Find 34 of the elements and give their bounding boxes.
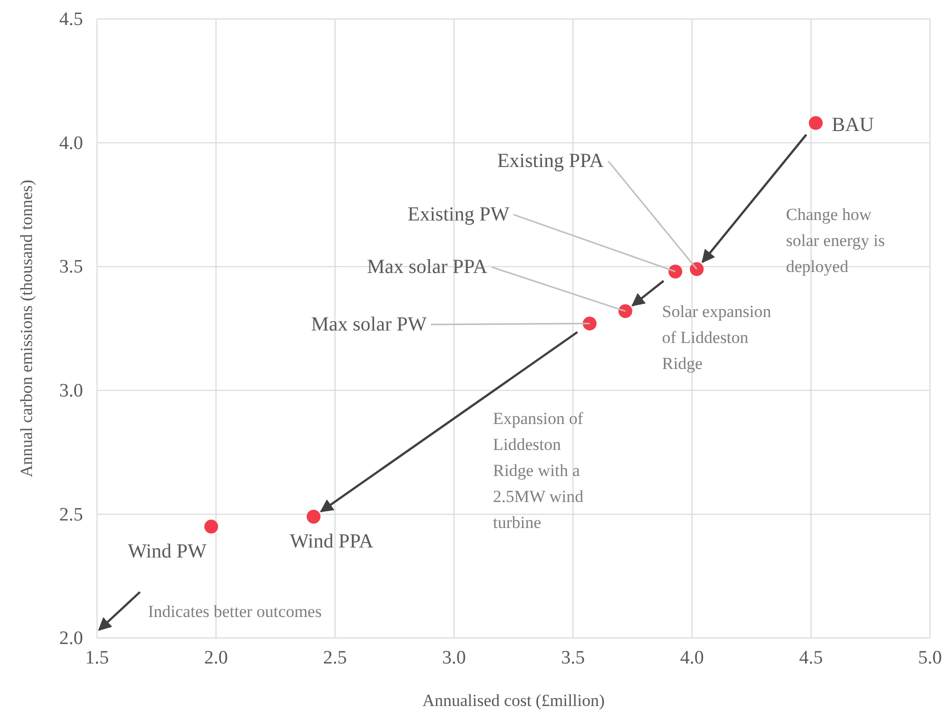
point <box>808 116 823 130</box>
annotation: Max solar PW <box>311 314 427 336</box>
y-tick-label: 4.0 <box>59 132 83 154</box>
annotation: Expansion of Liddeston Ridge with a 2.5MW wind turbine <box>493 409 584 532</box>
x-tick-label: 1.5 <box>85 647 109 668</box>
y-tick-label: 3.5 <box>59 256 83 278</box>
y-axis-title: Annual carbon emissions (thousand tonnes) <box>17 180 36 478</box>
annotation: Wind PPA <box>290 530 374 553</box>
point <box>204 520 218 534</box>
x-tick-label: 5.0 <box>918 647 942 668</box>
annotation: Indicates better outcomes <box>148 602 322 621</box>
x-tick-label: 3.0 <box>442 647 466 668</box>
annotation: BAU <box>832 114 875 136</box>
y-tick-label: 2.5 <box>59 504 83 526</box>
x-tick-label: 2.5 <box>323 647 347 668</box>
y-tick-label: 2.0 <box>59 628 83 650</box>
annotation: Solar expansion of Liddeston Ridge <box>662 302 772 373</box>
point <box>618 304 632 318</box>
x-tick-label: 3.5 <box>561 647 585 668</box>
annotation: Existing PPA <box>497 150 604 172</box>
y-tick-label: 4.5 <box>59 9 83 30</box>
point <box>582 316 597 330</box>
x-axis-title: Annualised cost (£million) <box>422 691 605 710</box>
annotation: Max solar PPA <box>366 256 488 278</box>
point <box>690 262 704 276</box>
annotation: Change how solar energy is deployed <box>786 205 885 276</box>
point <box>668 264 682 278</box>
point <box>306 510 320 524</box>
x-tick-label: 4.5 <box>799 647 823 668</box>
annotation: Wind PW <box>128 540 207 563</box>
x-tick-label: 2.0 <box>204 647 228 668</box>
x-tick-label: 4.0 <box>680 647 704 668</box>
annotation: Existing PW <box>408 204 510 226</box>
y-tick-label: 3.0 <box>59 380 83 402</box>
